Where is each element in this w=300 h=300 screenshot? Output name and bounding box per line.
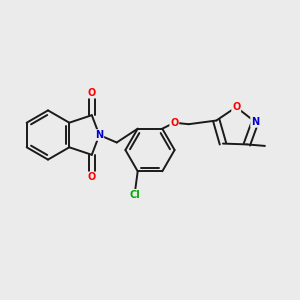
Text: O: O: [88, 172, 96, 182]
Text: O: O: [88, 88, 96, 98]
Text: Cl: Cl: [129, 190, 140, 200]
Text: N: N: [95, 130, 103, 140]
Text: O: O: [170, 118, 178, 128]
Text: N: N: [251, 117, 259, 127]
Text: O: O: [232, 102, 240, 112]
